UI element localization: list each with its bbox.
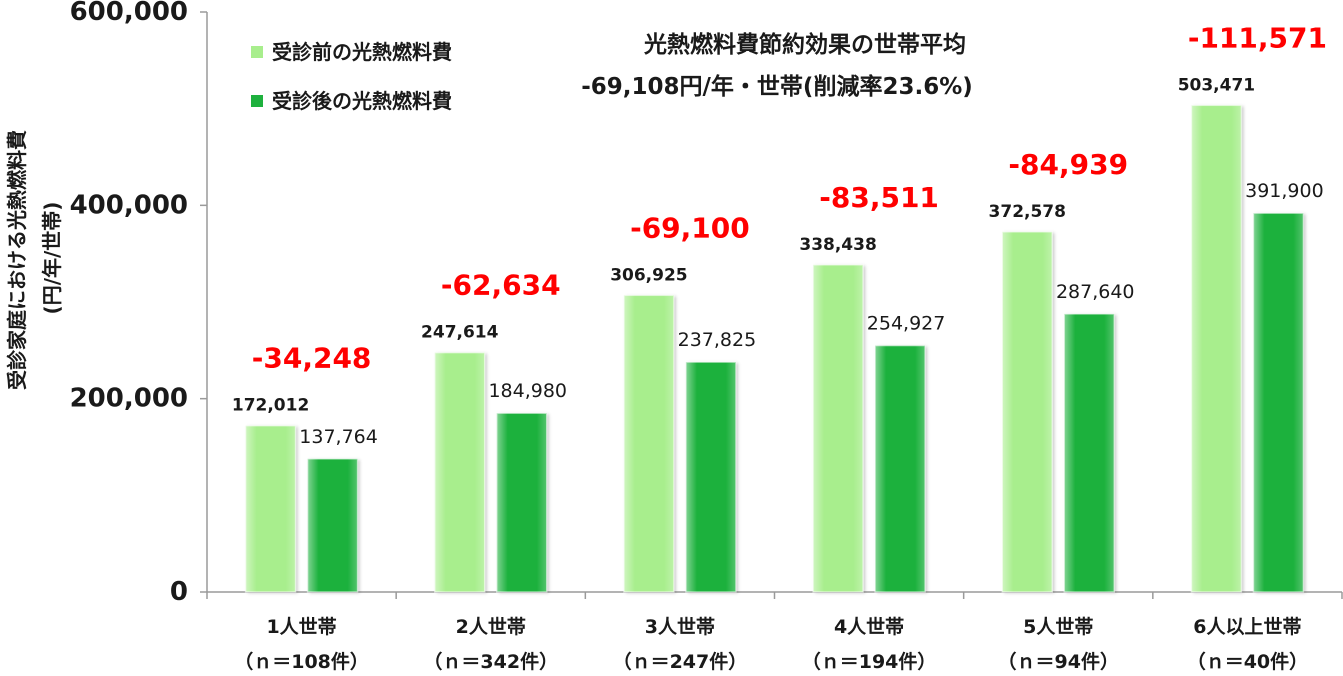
value-label-after-3: 237,825 [678,329,757,351]
legend-swatch-after [251,95,263,107]
bar-before-4 [812,264,864,593]
bar-after-4 [874,344,926,593]
value-label-after-5: 287,640 [1056,281,1135,303]
value-label-before-6: 503,471 [1178,75,1255,95]
bar-before-1 [244,424,297,593]
annotation-heading: 光熱燃料費節約効果の世帯平均 [643,31,966,58]
legend-swatch-before [251,46,263,58]
difference-label-4: -83,511 [819,181,939,214]
bar-after-6 [1252,212,1305,593]
bar-before-6 [1190,104,1243,593]
bar-highlight [434,351,486,593]
bar-highlight [874,344,926,593]
value-label-after-2: 184,980 [488,380,567,402]
difference-label-3: -69,100 [630,211,750,244]
bar-highlight [496,412,548,593]
y-tick-label-1: 0 [170,577,188,607]
value-label-after-4: 254,927 [867,313,946,335]
bar-after-5 [1063,313,1115,593]
bar-before-2 [434,351,486,593]
y-axis-title-unit: (円/年/世帯) [40,202,64,315]
x-category-label-3: 3人世帯 [645,615,715,638]
y-tick-label-4: 600,000 [70,0,188,27]
bar-highlight [1252,212,1305,593]
savings-annotation: 光熱燃料費節約効果の世帯平均 -69,108円/年・世帯(削減率23.6%) [581,31,973,100]
value-label-after-1: 137,764 [299,426,378,448]
difference-label-2: -62,634 [441,269,561,302]
x-category-count-3: （ｎ＝247件） [613,650,748,673]
difference-label-5: -84,939 [1008,148,1128,181]
bar-after-1 [306,458,359,593]
bar-highlight [1001,231,1053,593]
value-label-before-1: 172,012 [232,396,309,416]
value-label-after-6: 391,900 [1245,180,1324,202]
legend-label-before: 受診前の光熱燃料費 [272,40,452,64]
x-category-count-4: （ｎ＝194件） [802,650,937,673]
bar-after-2 [496,412,548,593]
annotation-detail: -69,108円/年・世帯(削減率23.6%) [581,73,973,100]
bars [244,104,1305,593]
bar-before-5 [1001,231,1053,593]
x-category-label-1: 1人世帯 [266,615,336,638]
difference-label-1: -34,248 [252,342,372,375]
bar-highlight [306,458,359,593]
bar-highlight [244,424,297,593]
bar-highlight [1190,104,1243,593]
y-axis-title-main: 受診家庭における光熱燃料費 [5,130,29,390]
value-label-before-4: 338,438 [799,235,876,255]
legend-label-after: 受診後の光熱燃料費 [272,89,452,113]
value-label-before-2: 247,614 [421,323,499,343]
axes: 0 200,000 400,000 600,000 1人世帯 （ｎ＝108件） 2人世帯 （ｎ… [70,0,1343,673]
x-category-count-1: （ｎ＝108件） [234,650,369,673]
y-tick-label-2: 200,000 [70,384,188,414]
bar-highlight [623,294,675,593]
x-category-count-2: （ｎ＝342件） [423,650,558,673]
difference-label-6: -111,571 [1188,21,1327,54]
x-category-label-5: 5人世帯 [1023,615,1093,638]
legend: 受診前の光熱燃料費 受診後の光熱燃料費 [251,40,452,113]
x-category-label-6: 6人以上世帯 [1193,615,1301,638]
bar-highlight [1063,313,1115,593]
x-category-label-2: 2人世帯 [456,615,526,638]
value-label-before-5: 372,578 [989,202,1066,222]
bar-highlight [812,264,864,593]
bar-before-3 [623,294,675,593]
x-category-count-6: （ｎ＝40件） [1187,650,1308,673]
data-labels: 172,012 247,614 306,925 338,438 372,578 503,4… [232,21,1327,448]
bar-after-3 [685,361,737,593]
bar-highlight [685,361,737,593]
y-axis-title: 受診家庭における光熱燃料費 (円/年/世帯) [5,130,64,390]
y-tick-label-3: 400,000 [70,190,188,220]
x-category-label-4: 4人世帯 [834,615,904,638]
value-label-before-3: 306,925 [610,265,687,285]
x-category-count-5: （ｎ＝94件） [998,650,1119,673]
